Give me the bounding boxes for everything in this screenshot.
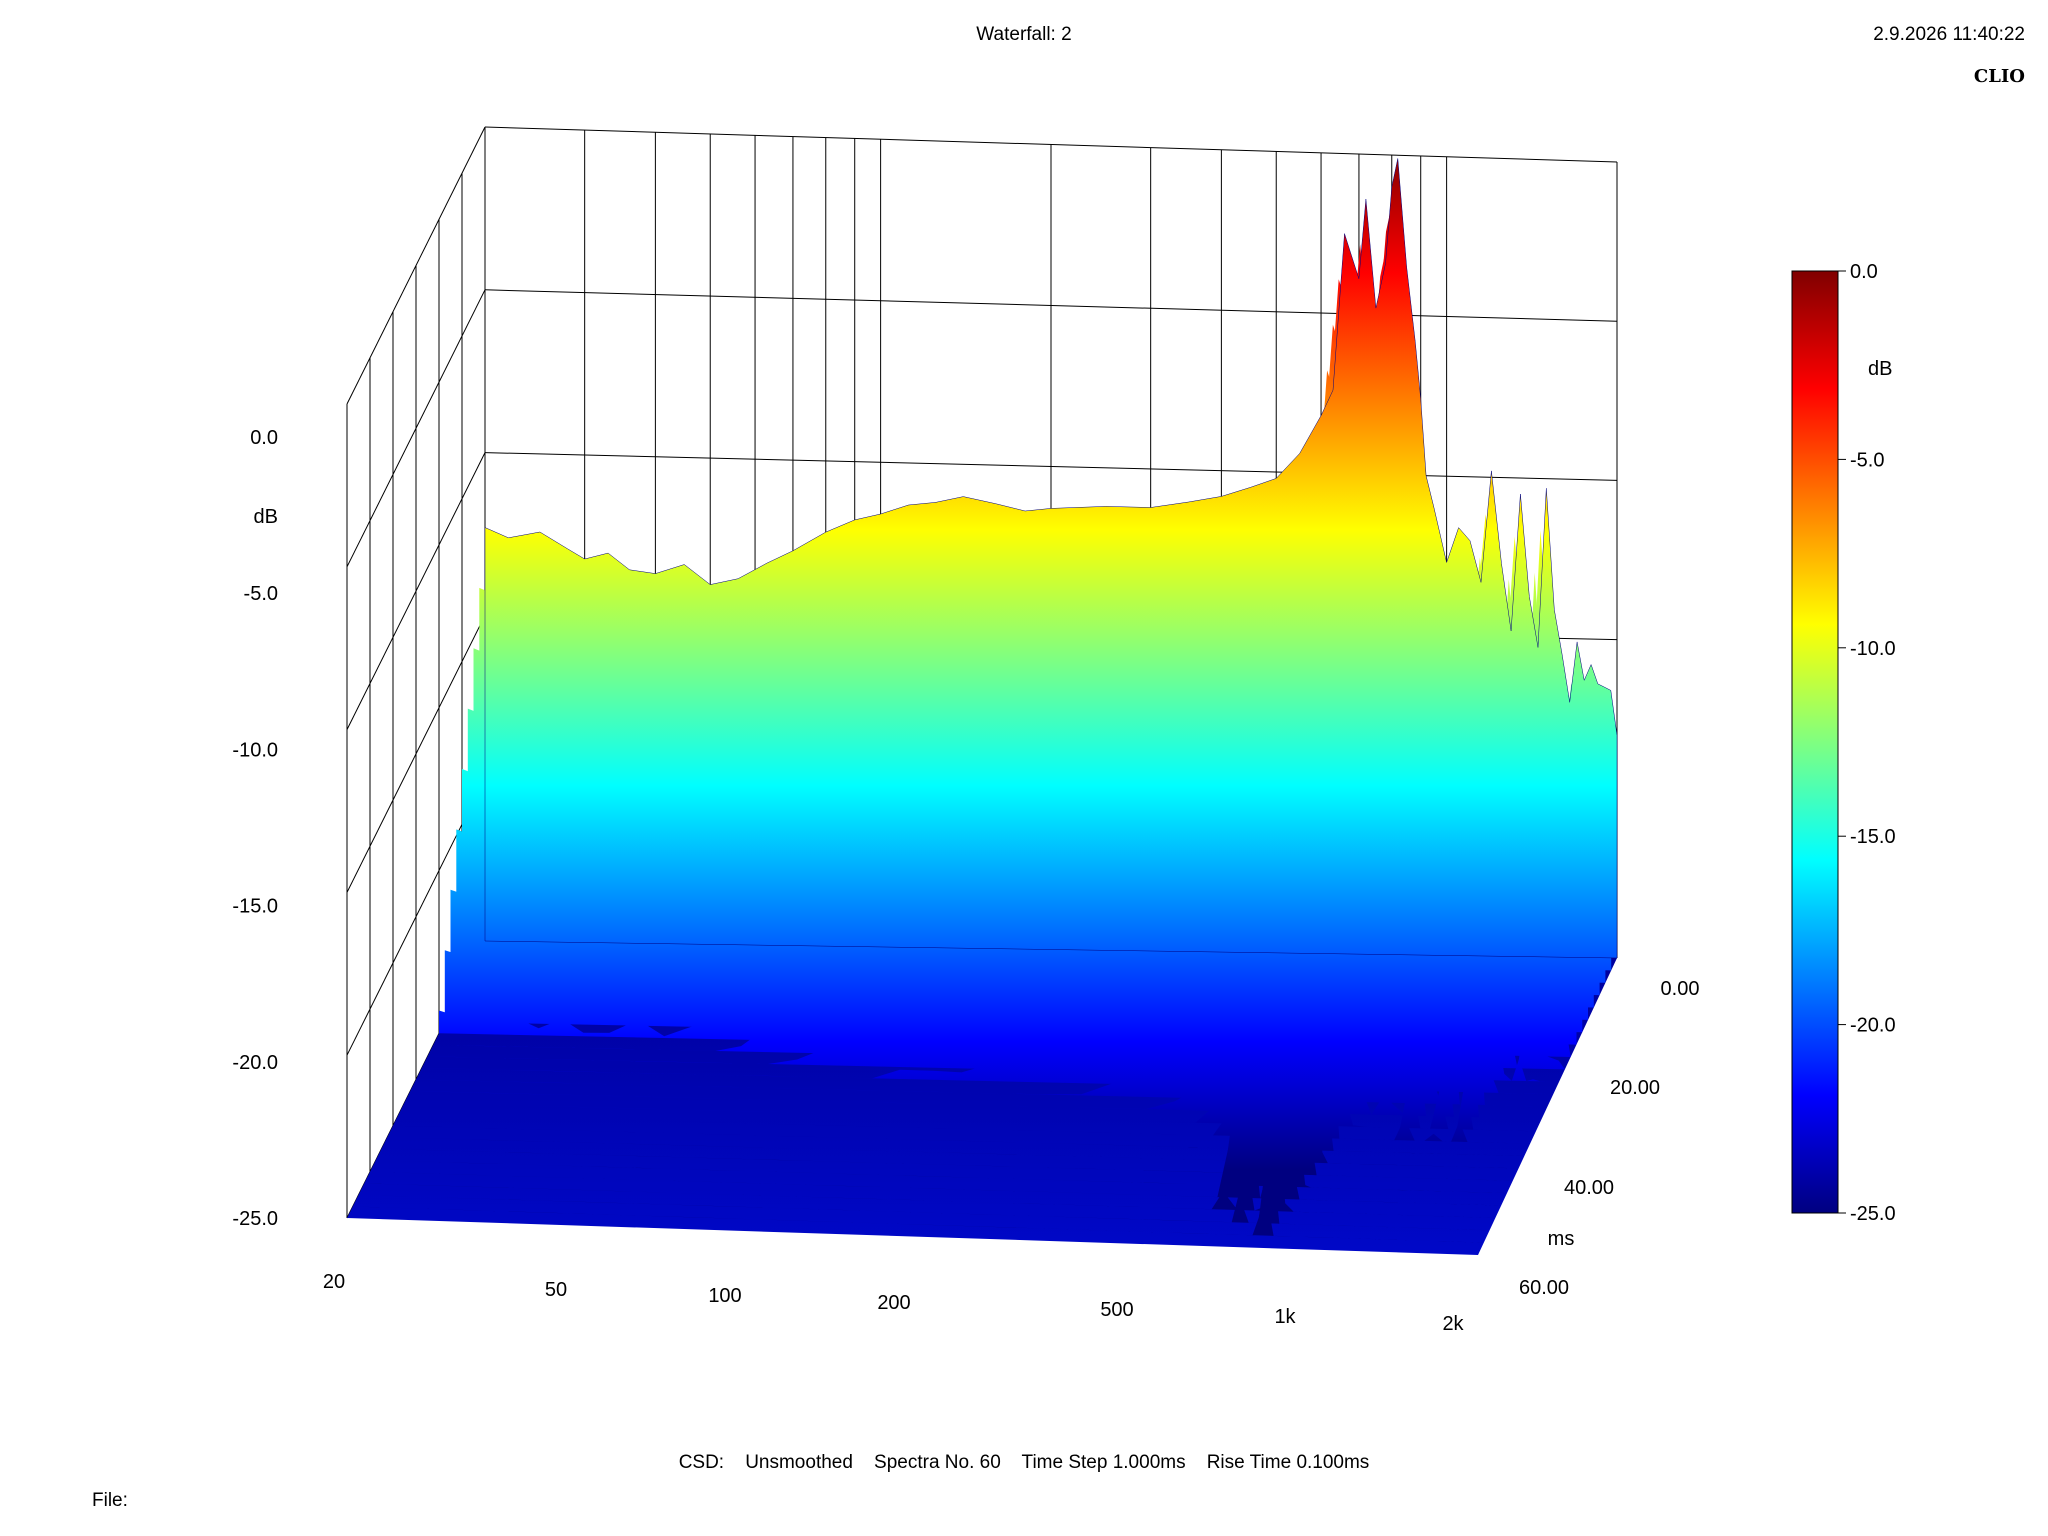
time-tick-label: 60.00 (1519, 1277, 1569, 1299)
time-tick-label: 40.00 (1564, 1177, 1614, 1199)
z-tick-label: -5.0 (244, 583, 278, 605)
waterfall-surface (352, 158, 1618, 1243)
time-axis-label: ms (1548, 1228, 1575, 1250)
colorbar: 0.0 -5.0 -10.0 -15.0 -20.0 -25.0 dB (1791, 261, 1896, 1225)
axis-labels: 0.0 -5.0 -10.0 -15.0 -20.0 -25.0 dB 20 50 100 200 5… (232, 427, 1699, 1335)
colorbar-tick-label: 0.0 (1850, 261, 1878, 283)
x-tick-label: 500 (1100, 1299, 1133, 1321)
brand-logo: CLIO (1973, 66, 2025, 87)
colorbar-tick-label: -25.0 (1850, 1203, 1896, 1225)
spectrum-slice (358, 1142, 1490, 1231)
z-tick-label: -10.0 (232, 739, 278, 761)
x-tick-label: 1k (1274, 1306, 1296, 1328)
grid-line (484, 126, 1618, 163)
chart-title: Waterfall: 2 (976, 24, 1072, 45)
timestamp: 2.9.2026 11:40:22 (1873, 24, 2025, 45)
x-tick-label: 50 (545, 1279, 567, 1301)
time-tick-label: 20.00 (1610, 1077, 1660, 1099)
grid-line (346, 126, 486, 405)
colorbar-gradient (1791, 270, 1839, 1214)
grid-line (484, 289, 1618, 322)
z-tick-label: -15.0 (232, 896, 278, 918)
z-axis-label: dB (254, 506, 278, 528)
x-tick-label: 2k (1442, 1313, 1464, 1335)
colorbar-tick-label: -20.0 (1850, 1015, 1896, 1037)
time-tick-label: 0.00 (1661, 978, 1700, 1000)
colorbar-tick-label: -5.0 (1850, 449, 1884, 471)
z-tick-label: -20.0 (232, 1052, 278, 1074)
grid-line (346, 615, 486, 893)
spectrum-slice (484, 158, 1618, 959)
z-tick-label: 0.0 (250, 427, 278, 449)
colorbar-tick-label: -10.0 (1850, 638, 1896, 660)
grid-line (346, 289, 486, 568)
file-label: File: (92, 1490, 128, 1511)
grid-line (484, 452, 1618, 481)
x-tick-label: 100 (708, 1285, 741, 1307)
z-tick-label: -25.0 (232, 1208, 278, 1230)
colorbar-label: dB (1868, 358, 1892, 380)
measurement-info: CSD: Unsmoothed Spectra No. 60 Time Step… (678, 1452, 1370, 1473)
x-tick-label: 200 (877, 1292, 910, 1314)
grid-line (346, 452, 486, 730)
colorbar-tick-label: -15.0 (1850, 826, 1896, 848)
x-tick-label: 20 (323, 1271, 345, 1293)
